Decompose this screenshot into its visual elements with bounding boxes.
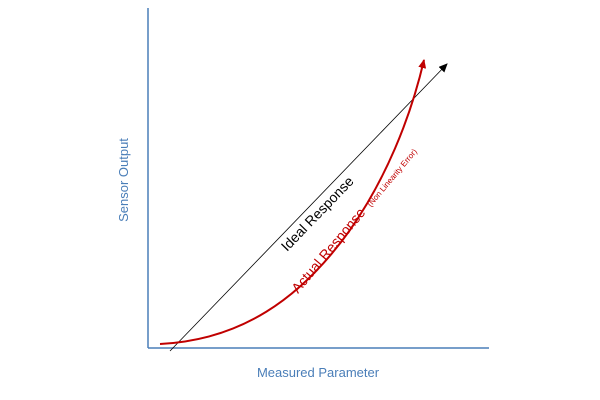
actual-response-curve — [159, 59, 427, 345]
ideal-response-line — [169, 63, 448, 352]
actual-response-main: Actual Response — [288, 204, 368, 296]
x-axis-label: Measured Parameter — [257, 365, 380, 380]
y-axis-label: Sensor Output — [116, 138, 131, 222]
